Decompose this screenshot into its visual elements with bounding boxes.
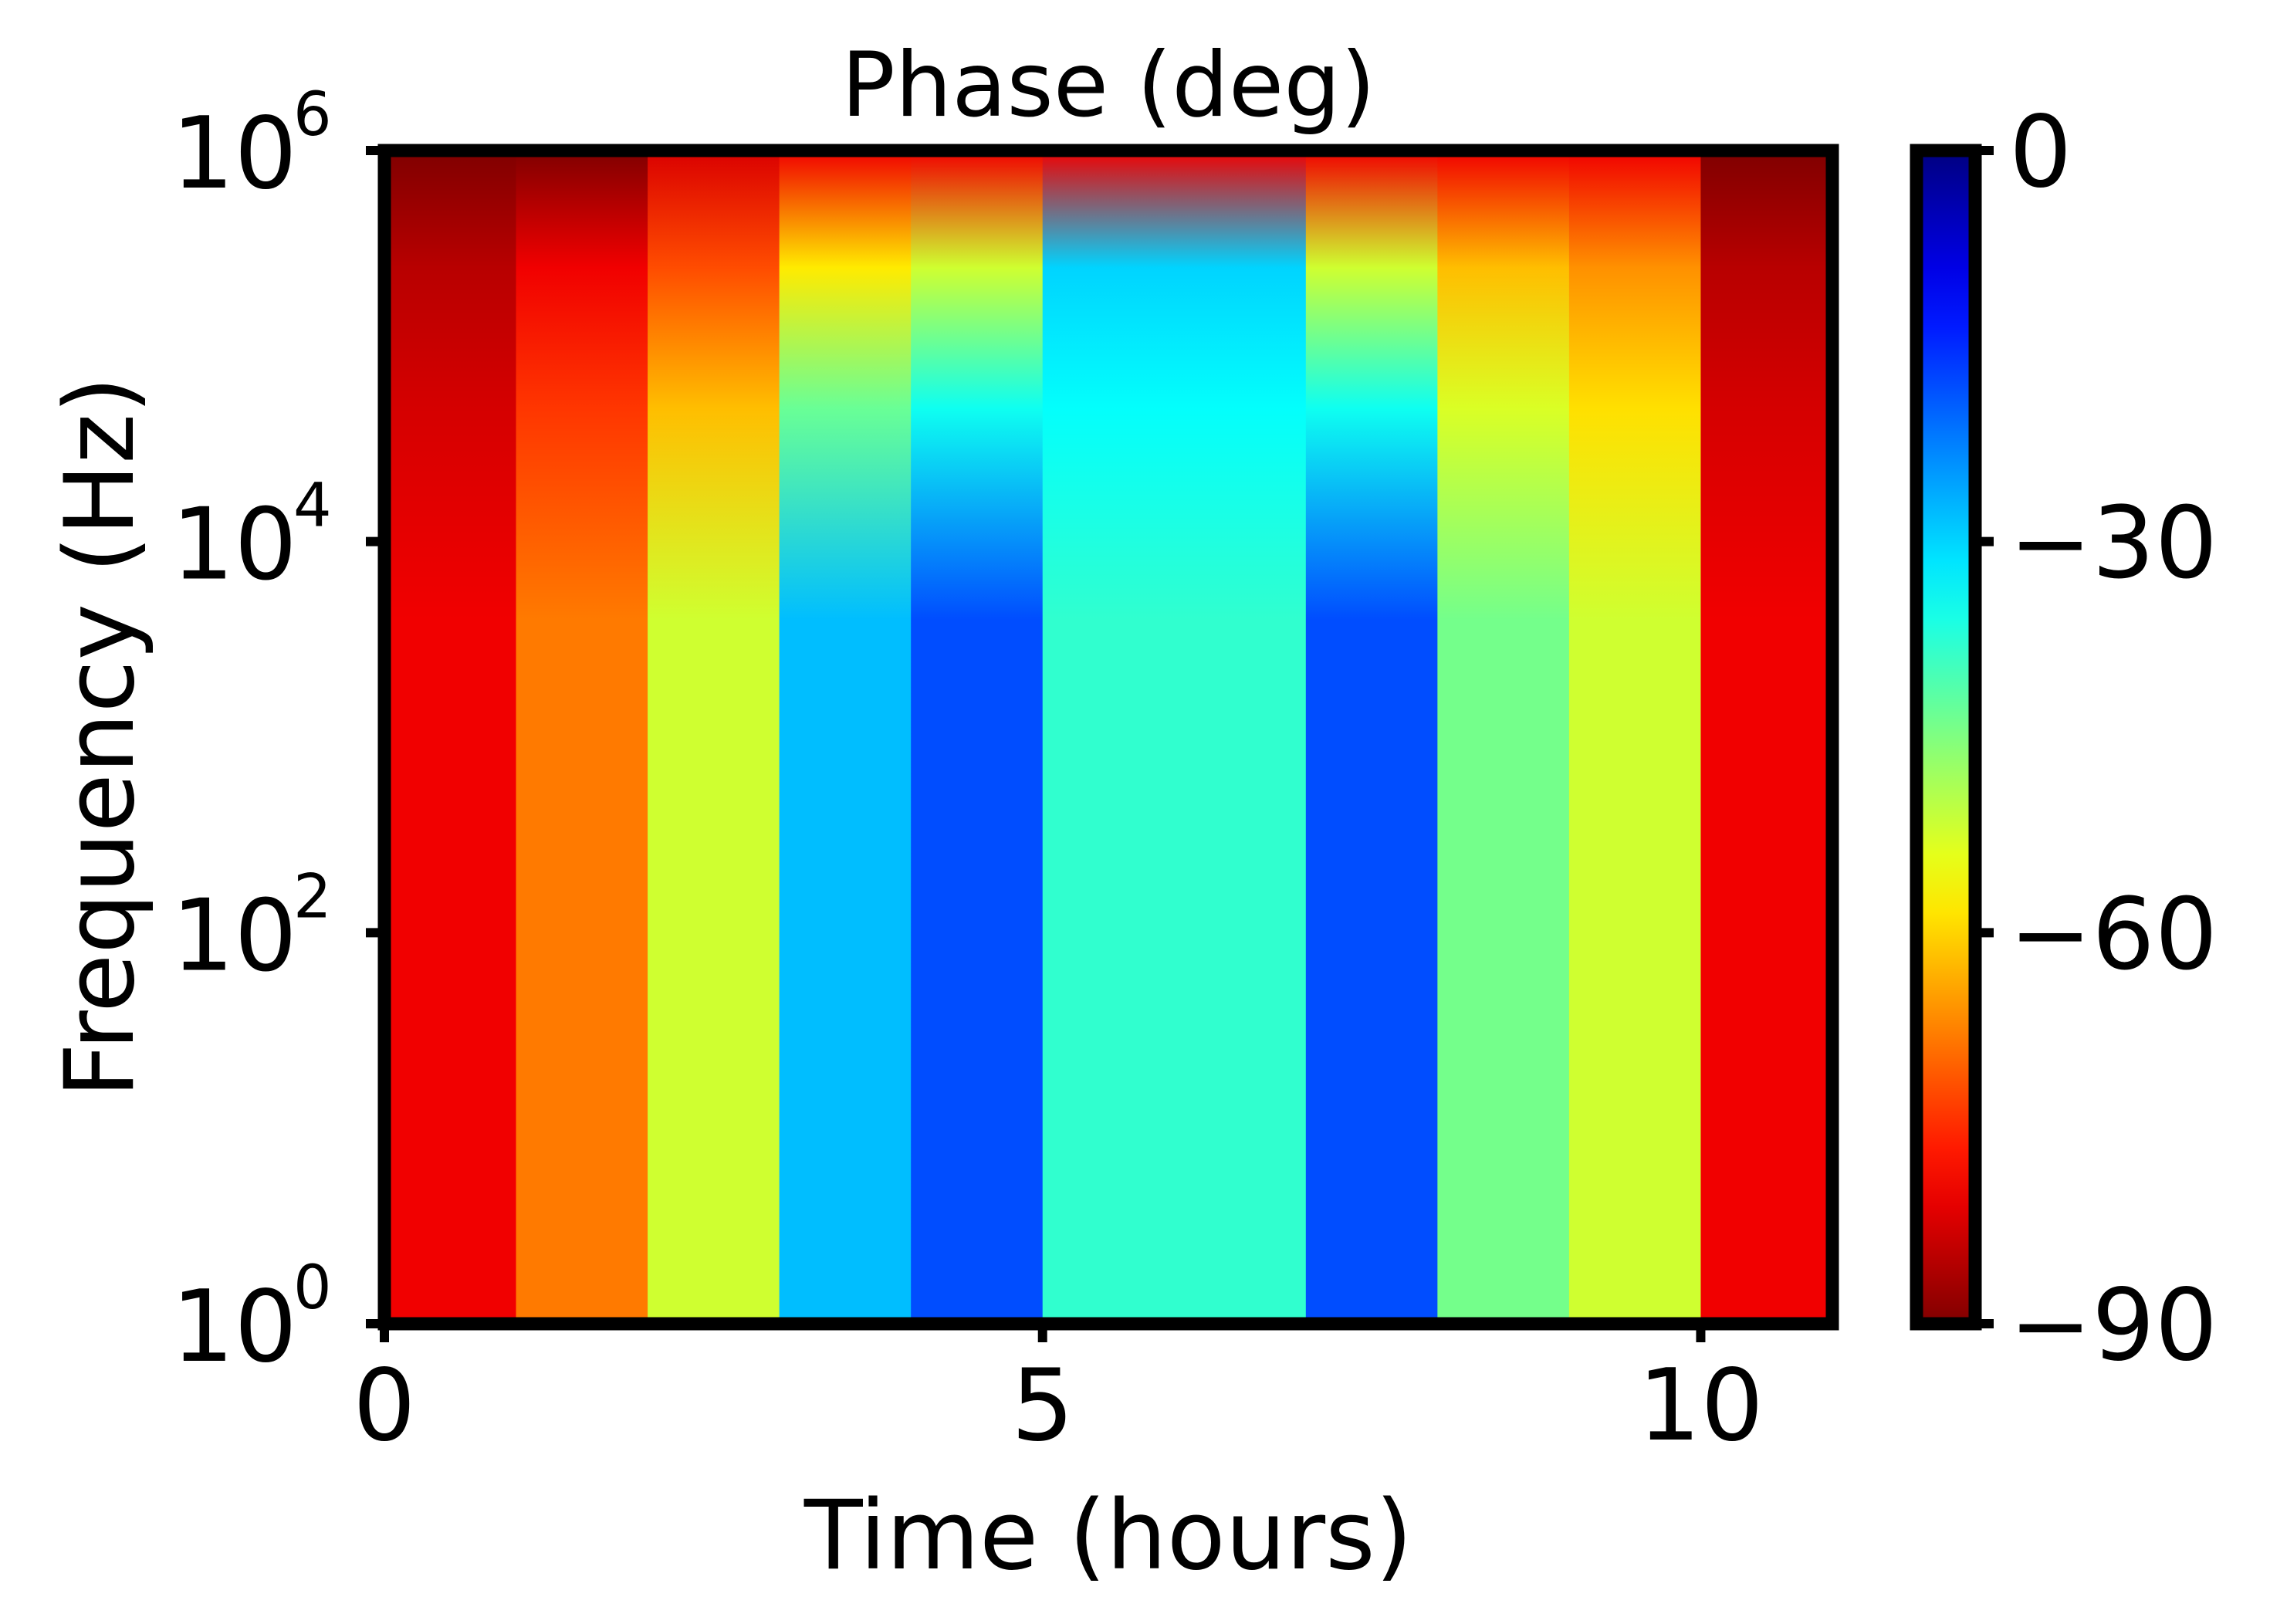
heatmap-band xyxy=(1305,151,1439,1324)
heatmap-band xyxy=(384,151,517,1324)
y-tick-exponent: 6 xyxy=(293,80,332,150)
colorbar-ticks: 0 −30 −60 −90 xyxy=(1975,95,2218,1383)
heatmap-band xyxy=(1042,151,1307,1324)
colorbar-tick-label: 0 xyxy=(2009,95,2072,210)
heatmap-band xyxy=(1568,151,1702,1324)
y-axis-label: Frequency (Hz) xyxy=(45,376,156,1098)
heatmap-band xyxy=(911,151,1044,1324)
x-axis-label: Time (hours) xyxy=(803,1480,1412,1592)
x-tick-label: 5 xyxy=(1011,1348,1074,1463)
y-tick-label: 10 xyxy=(171,878,297,993)
y-tick-label: 10 xyxy=(171,96,297,211)
y-tick-exponent: 2 xyxy=(293,862,332,932)
heatmap-band xyxy=(648,151,780,1324)
y-tick-label: 10 xyxy=(171,1270,297,1385)
plot-frame xyxy=(377,144,1839,1331)
chart-title: Phase (deg) xyxy=(841,33,1375,137)
colorbar-tick-label: −90 xyxy=(2009,1268,2218,1383)
y-tick-exponent: 4 xyxy=(293,472,332,541)
heatmap-band xyxy=(516,151,649,1324)
x-tick-label: 10 xyxy=(1638,1348,1764,1463)
colorbar-tick-label: −60 xyxy=(2009,877,2218,992)
colorbar-frame xyxy=(1910,144,1982,1331)
y-tick-exponent: 0 xyxy=(293,1254,332,1323)
y-tick-label: 10 xyxy=(171,488,297,603)
x-tick-label: 0 xyxy=(353,1348,415,1463)
heatmap-band xyxy=(1700,151,1832,1324)
x-axis-ticks: 0 5 10 xyxy=(353,1324,1764,1463)
heatmap-band xyxy=(1437,151,1570,1324)
colorbar-tick-label: −30 xyxy=(2009,486,2218,601)
heatmap-band xyxy=(779,151,912,1324)
colorbar xyxy=(1916,151,1975,1324)
heatmap-cells xyxy=(384,151,1832,1324)
